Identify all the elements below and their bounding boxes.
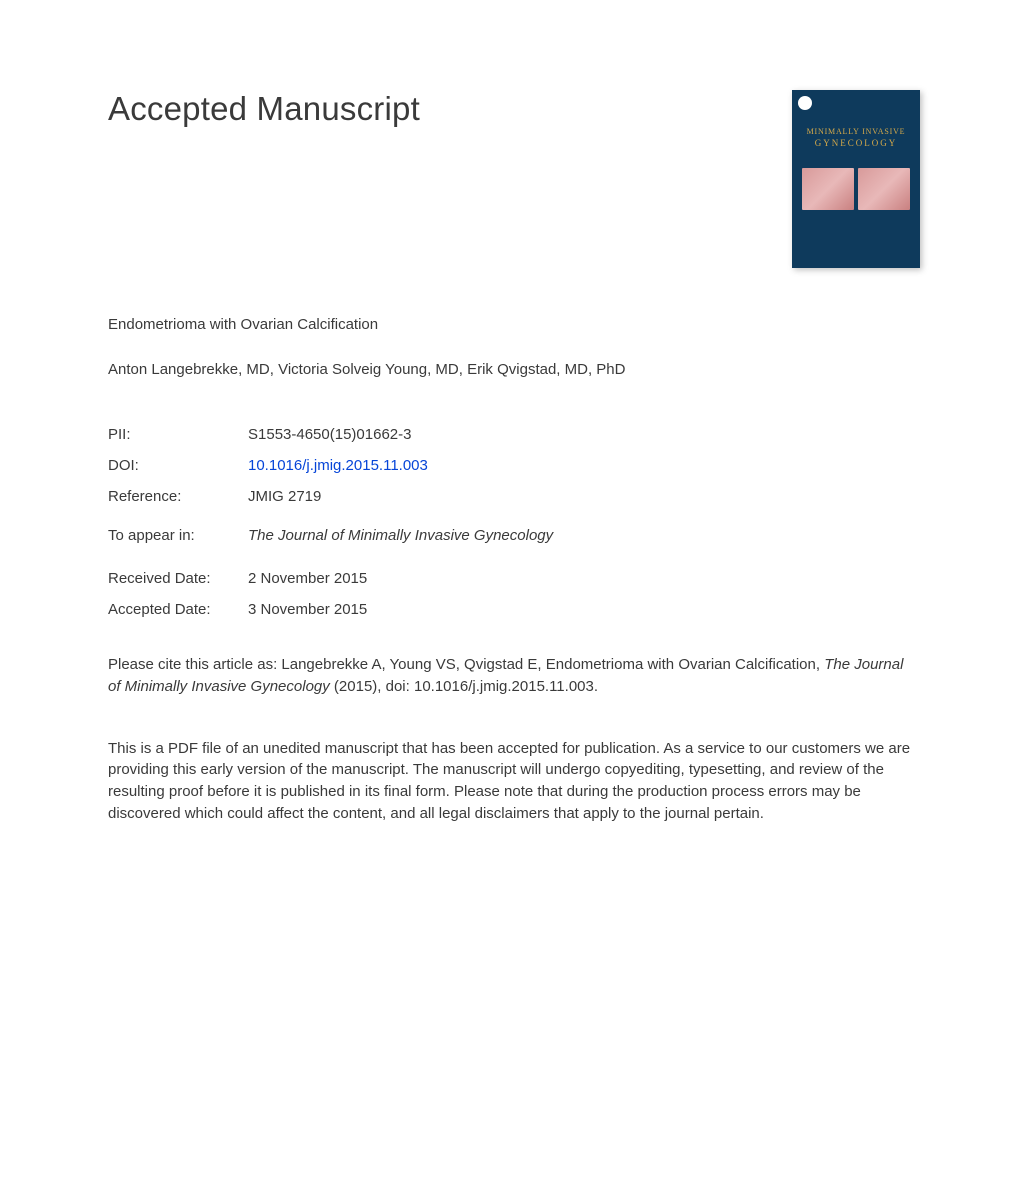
cover-logo-icon	[798, 96, 812, 110]
page-title: Accepted Manuscript	[108, 90, 420, 128]
cover-img-1	[802, 168, 854, 210]
author-list: Anton Langebrekke, MD, Victoria Solveig …	[108, 361, 920, 378]
reference-value: JMIG 2719	[248, 488, 321, 505]
cover-title-line2: GYNECOLOGY	[792, 137, 920, 150]
cover-title-line1: MINIMALLY INVASIVE	[792, 126, 920, 137]
citation-suffix: (2015), doi: 10.1016/j.jmig.2015.11.003.	[330, 678, 598, 695]
pii-value: S1553-4650(15)01662-3	[248, 426, 411, 443]
disclaimer-text: This is a PDF file of an unedited manusc…	[108, 738, 920, 825]
citation-prefix: Please cite this article as: Langebrekke…	[108, 656, 824, 673]
citation-text: Please cite this article as: Langebrekke…	[108, 654, 920, 698]
accepted-value: 3 November 2015	[248, 601, 367, 618]
doi-link[interactable]: 10.1016/j.jmig.2015.11.003	[248, 457, 428, 474]
cover-title: MINIMALLY INVASIVE GYNECOLOGY	[792, 126, 920, 150]
meta-row-accepted: Accepted Date: 3 November 2015	[108, 601, 920, 618]
cover-img-2	[858, 168, 910, 210]
doi-label: DOI:	[108, 457, 248, 474]
cover-image-strip	[802, 168, 910, 210]
appear-label: To appear in:	[108, 527, 248, 544]
meta-row-appear: To appear in: The Journal of Minimally I…	[108, 527, 920, 544]
meta-row-pii: PII: S1553-4650(15)01662-3	[108, 426, 920, 443]
received-label: Received Date:	[108, 570, 248, 587]
accepted-label: Accepted Date:	[108, 601, 248, 618]
appear-value: The Journal of Minimally Invasive Gyneco…	[248, 527, 553, 544]
meta-row-doi: DOI: 10.1016/j.jmig.2015.11.003	[108, 457, 920, 474]
meta-row-received: Received Date: 2 November 2015	[108, 570, 920, 587]
journal-cover-thumbnail: MINIMALLY INVASIVE GYNECOLOGY	[792, 90, 920, 268]
received-value: 2 November 2015	[248, 570, 367, 587]
meta-row-reference: Reference: JMIG 2719	[108, 488, 920, 505]
reference-label: Reference:	[108, 488, 248, 505]
pii-label: PII:	[108, 426, 248, 443]
article-title: Endometrioma with Ovarian Calcification	[108, 316, 920, 333]
header-row: Accepted Manuscript MINIMALLY INVASIVE G…	[108, 90, 920, 268]
metadata-table: PII: S1553-4650(15)01662-3 DOI: 10.1016/…	[108, 426, 920, 505]
